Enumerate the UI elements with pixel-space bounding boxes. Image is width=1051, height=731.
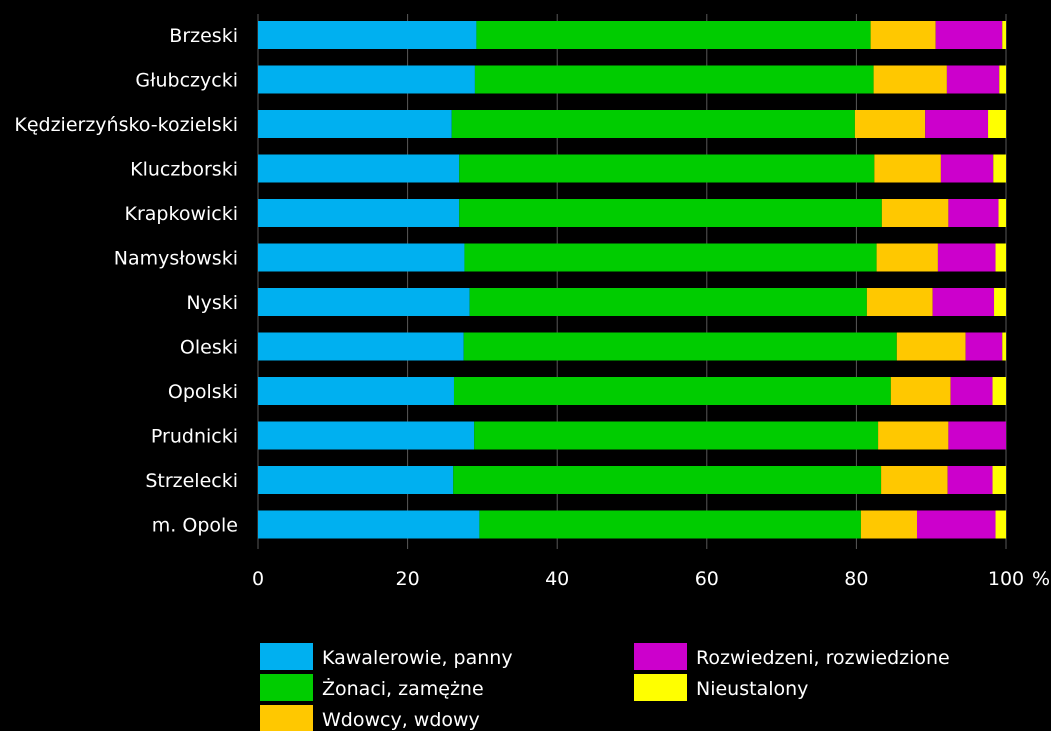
bar-segment xyxy=(870,21,936,49)
bar-segment xyxy=(459,154,875,183)
bar-segment xyxy=(937,243,996,272)
legend-label: Kawalerowie, panny xyxy=(322,647,513,669)
category-label: Kluczborski xyxy=(130,159,238,181)
bar-segment xyxy=(993,154,1006,183)
bar-segment xyxy=(995,510,1006,539)
bar-segment xyxy=(453,377,891,405)
legend-label: Żonaci, zamężne xyxy=(322,677,484,700)
legend-label: Wdowcy, wdowy xyxy=(322,709,480,731)
bar-segment xyxy=(1002,21,1006,49)
bar-segment xyxy=(258,377,454,405)
bar-segment xyxy=(479,510,861,539)
bar-segment xyxy=(878,421,949,450)
bar-segment xyxy=(995,243,1006,272)
legend: Kawalerowie, panny Żonaci, zamężne Wdowcy,… xyxy=(260,643,950,731)
category-label: Prudnicki xyxy=(151,426,238,448)
bar-segment xyxy=(258,510,480,539)
bar-segment xyxy=(965,332,1003,361)
bar-segment xyxy=(890,377,951,405)
bar-segment xyxy=(258,110,452,138)
bar-segment xyxy=(881,199,949,227)
bar-segment xyxy=(896,332,966,361)
bar-segment xyxy=(866,288,933,316)
bar-segment xyxy=(946,65,1000,94)
category-label: Kędzierzyńsko-kozielski xyxy=(14,114,238,136)
category-labels: Brzeski Głubczycki Kędzierzyńsko-kozielski… xyxy=(14,25,238,537)
bar-segment xyxy=(854,110,926,138)
bar-segment xyxy=(925,110,989,138)
legend-swatch xyxy=(634,643,687,670)
x-tick-labels: 0 20 40 60 80 100% xyxy=(252,568,1050,590)
legend-swatch xyxy=(260,674,313,701)
x-tick-label: 60 xyxy=(695,568,719,590)
legend-swatch xyxy=(260,643,313,670)
bar-segment xyxy=(947,466,993,494)
category-label: Krapkowicki xyxy=(125,203,238,225)
bar-segment xyxy=(935,21,1003,49)
x-tick-label: 20 xyxy=(396,568,420,590)
bar-segment xyxy=(1002,332,1006,361)
bar-segment xyxy=(258,421,475,450)
bar-segment xyxy=(932,288,995,316)
bar-segment xyxy=(464,243,877,272)
bar-segment xyxy=(998,199,1006,227)
bar-segment xyxy=(451,110,855,138)
bar-segment xyxy=(860,510,917,539)
category-label: Głubczycki xyxy=(135,70,238,92)
bar-segment xyxy=(258,288,470,316)
bar-segment xyxy=(940,154,994,183)
grid-lines xyxy=(257,14,1007,549)
bar-segment xyxy=(992,466,1006,494)
category-label: Brzeski xyxy=(169,25,238,47)
bar-segment xyxy=(459,199,882,227)
bar-segment xyxy=(476,21,871,49)
bar-segment xyxy=(874,154,941,183)
legend-swatch xyxy=(260,705,313,731)
category-label: Oleski xyxy=(180,337,238,359)
bar-segment xyxy=(258,154,460,183)
bar-segment xyxy=(474,421,879,450)
x-tick-label: 100 xyxy=(988,568,1024,590)
bar-segment xyxy=(873,65,947,94)
bar-segment xyxy=(469,288,867,316)
bar-segment xyxy=(258,243,465,272)
bar-segment xyxy=(999,65,1006,94)
category-label: Strzelecki xyxy=(145,470,238,492)
bar-segment xyxy=(950,377,993,405)
x-tick-label: 80 xyxy=(844,568,868,590)
bar-segment xyxy=(992,377,1006,405)
bars xyxy=(258,21,1006,539)
category-label: Namysłowski xyxy=(114,248,238,270)
legend-label: Nieustalony xyxy=(696,678,808,700)
bar-segment xyxy=(258,199,460,227)
category-label: m. Opole xyxy=(152,515,238,537)
bar-segment xyxy=(453,466,882,494)
x-tick-label: 0 xyxy=(252,568,264,590)
bar-segment xyxy=(258,65,475,94)
category-label: Nyski xyxy=(186,292,238,314)
legend-label: Rozwiedzeni, rozwiedzione xyxy=(696,647,950,669)
bar-segment xyxy=(916,510,996,539)
bar-segment xyxy=(994,288,1006,316)
bar-segment xyxy=(876,243,938,272)
category-label: Opolski xyxy=(168,381,238,403)
bar-segment xyxy=(258,332,464,361)
x-tick-label: 40 xyxy=(545,568,569,590)
bar-segment xyxy=(463,332,897,361)
bar-segment xyxy=(258,21,477,49)
legend-swatch xyxy=(634,674,687,701)
x-unit-label: % xyxy=(1032,568,1050,590)
bar-segment xyxy=(258,466,454,494)
bar-segment xyxy=(948,199,999,227)
bar-segment xyxy=(881,466,948,494)
bar-segment xyxy=(474,65,874,94)
bar-segment xyxy=(948,421,1006,450)
bar-segment xyxy=(988,110,1006,138)
